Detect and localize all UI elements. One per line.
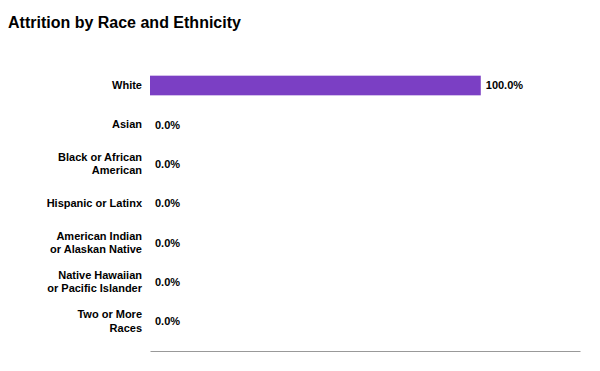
y-tick-label-line: Black or African bbox=[58, 151, 142, 163]
y-tick-label: Hispanic or Latinx bbox=[47, 197, 143, 209]
y-tick-label: Asian bbox=[112, 118, 142, 130]
y-tick-label: Two or More Races bbox=[77, 308, 142, 333]
y-tick-label-line: Races bbox=[110, 322, 142, 334]
y-tick-label: Black or AfricanAmerican bbox=[58, 151, 142, 176]
y-tick: Black or AfricanAmerican bbox=[58, 151, 150, 176]
y-tick-label-line: American bbox=[92, 164, 142, 176]
y-tick-label-line: or Pacific Islander bbox=[47, 282, 142, 294]
y-tick-label-line: Hispanic or Latinx bbox=[47, 197, 143, 209]
y-tick-label: Native Hawaiianor Pacific Islander bbox=[47, 269, 142, 294]
y-tick-label: American Indianor Alaskan Native bbox=[50, 230, 142, 255]
bar bbox=[150, 312, 151, 332]
bar bbox=[150, 194, 151, 214]
x-axis bbox=[151, 351, 581, 352]
y-tick-label-line: Native Hawaiian bbox=[58, 269, 142, 281]
y-axis: Two or More Races Native Hawaiianor Pacifi… bbox=[47, 79, 150, 334]
bar bbox=[150, 115, 151, 135]
data-label: 0.0% bbox=[155, 315, 180, 327]
y-tick-label: White bbox=[112, 79, 142, 91]
data-label: 100.0% bbox=[486, 79, 524, 91]
y-tick: Native Hawaiianor Pacific Islander bbox=[47, 269, 150, 294]
y-tick-label-line: Asian bbox=[112, 118, 142, 130]
bar bbox=[150, 154, 151, 174]
x-axis-line bbox=[151, 351, 581, 352]
data-label: 0.0% bbox=[155, 197, 180, 209]
data-label: 0.0% bbox=[155, 119, 180, 131]
title: Attrition by Race and Ethnicity bbox=[8, 14, 241, 31]
plot: Two or More Races Native Hawaiianor Pacifi… bbox=[47, 79, 581, 351]
y-tick: Two or More Races bbox=[77, 308, 150, 333]
y-tick: American Indianor Alaskan Native bbox=[50, 230, 150, 255]
bar bbox=[150, 233, 151, 253]
data-labels: 0.0% 0.0% 0.0% 0.0% 0.0% 0.0% 100.0% bbox=[155, 79, 523, 327]
y-tick-label-line: Two or More bbox=[77, 308, 142, 320]
y-tick: Asian bbox=[112, 118, 150, 130]
data-label: 0.0% bbox=[155, 158, 180, 170]
bar bbox=[150, 76, 481, 96]
bars-inner bbox=[150, 76, 481, 96]
y-tick-label-line: American Indian bbox=[56, 230, 142, 242]
y-tick-label-line: White bbox=[112, 79, 142, 91]
bar bbox=[150, 272, 151, 292]
bars bbox=[150, 76, 481, 96]
data-label: 0.0% bbox=[155, 237, 180, 249]
y-tick: White bbox=[112, 79, 150, 91]
chart: Attrition by Race and Ethnicity Two or Mo… bbox=[0, 0, 600, 371]
y-tick: Hispanic or Latinx bbox=[47, 197, 150, 209]
data-label: 0.0% bbox=[155, 276, 180, 288]
y-tick-label-line: or Alaskan Native bbox=[50, 243, 142, 255]
